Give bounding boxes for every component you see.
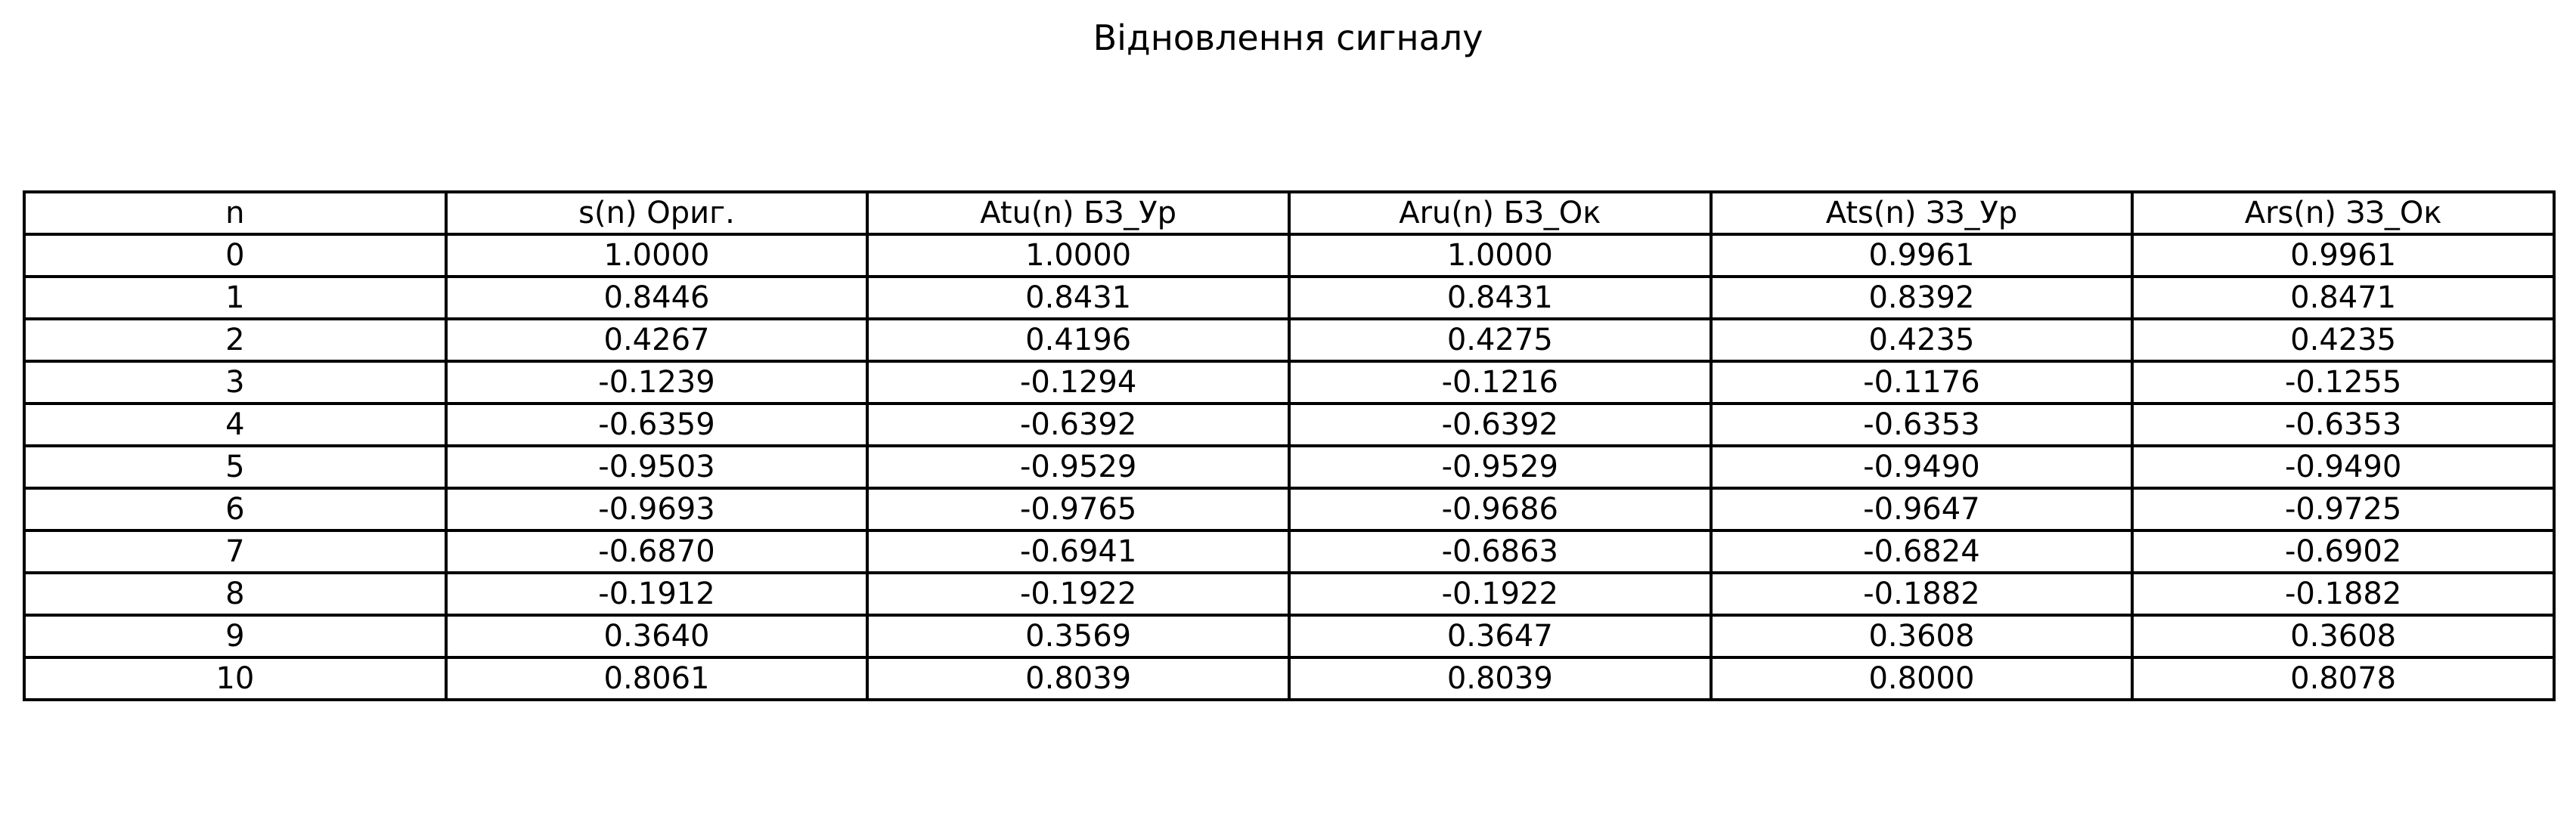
table-cell: 5: [23, 444, 448, 490]
table-row: 2 0.4267 0.4196 0.4275 0.4235 0.4235: [23, 317, 2556, 363]
column-header: s(n) Ориг.: [444, 190, 870, 236]
table-cell: 0.3640: [444, 614, 870, 659]
table-cell: 0.3647: [1287, 614, 1713, 659]
table-cell: -0.1239: [444, 360, 870, 405]
table-row: 0 1.0000 1.0000 1.0000 0.9961 0.9961: [23, 233, 2556, 278]
table-cell: -0.9490: [2131, 444, 2556, 490]
table-row: 8 -0.1912 -0.1922 -0.1922 -0.1882 -0.1882: [23, 571, 2556, 617]
table-cell: 0.9961: [2131, 233, 2556, 278]
table-cell: -0.1922: [1287, 571, 1713, 617]
column-header: Atu(n) БЗ_Ур: [866, 190, 1291, 236]
table-cell: 0.9961: [1709, 233, 2134, 278]
table-cell: 0.3608: [1709, 614, 2134, 659]
table-cell: 7: [23, 529, 448, 574]
table-cell: -0.9693: [444, 487, 870, 532]
table-row: 9 0.3640 0.3569 0.3647 0.3608 0.3608: [23, 614, 2556, 659]
table-cell: 6: [23, 487, 448, 532]
table-row: 5 -0.9503 -0.9529 -0.9529 -0.9490 -0.9490: [23, 444, 2556, 490]
table-cell: 0.8039: [1287, 656, 1713, 701]
table-cell: -0.6941: [866, 529, 1291, 574]
table-cell: 0.8431: [866, 275, 1291, 320]
table-cell: 0.3608: [2131, 614, 2556, 659]
table-cell: 0.8061: [444, 656, 870, 701]
table-cell: 0.8471: [2131, 275, 2556, 320]
table-cell: -0.9725: [2131, 487, 2556, 532]
data-table: n s(n) Ориг. Atu(n) БЗ_Ур Aru(n) БЗ_Ок Ats(n…: [23, 190, 2556, 701]
table-cell: -0.9529: [1287, 444, 1713, 490]
table-cell: 1: [23, 275, 448, 320]
column-header: n: [23, 190, 448, 236]
column-header: Ats(n) ЗЗ_Ур: [1709, 190, 2134, 236]
table-cell: 0.8446: [444, 275, 870, 320]
table-cell: -0.6359: [444, 402, 870, 447]
table-body: 0 1.0000 1.0000 1.0000 0.9961 0.9961 1 0.8446 0.…: [23, 233, 2556, 701]
table-cell: 8: [23, 571, 448, 617]
table-row: 4 -0.6359 -0.6392 -0.6392 -0.6353 -0.6353: [23, 402, 2556, 447]
table-cell: -0.9686: [1287, 487, 1713, 532]
table-cell: 0.4235: [1709, 317, 2134, 363]
header-row: n s(n) Ориг. Atu(n) БЗ_Ур Aru(n) БЗ_Ок Ats(n…: [23, 190, 2556, 236]
table-cell: -0.1882: [1709, 571, 2134, 617]
table-row: 6 -0.9693 -0.9765 -0.9686 -0.9647 -0.9725: [23, 487, 2556, 532]
table-cell: -0.6353: [1709, 402, 2134, 447]
table-cell: 2: [23, 317, 448, 363]
table-cell: 0.4275: [1287, 317, 1713, 363]
table-cell: 4: [23, 402, 448, 447]
table-cell: -0.1255: [2131, 360, 2556, 405]
table-cell: 3: [23, 360, 448, 405]
table-cell: -0.9647: [1709, 487, 2134, 532]
table-cell: -0.9490: [1709, 444, 2134, 490]
table-cell: -0.9529: [866, 444, 1291, 490]
table-cell: -0.1176: [1709, 360, 2134, 405]
table-cell: -0.6392: [1287, 402, 1713, 447]
table-cell: -0.1882: [2131, 571, 2556, 617]
table-cell: -0.1216: [1287, 360, 1713, 405]
table-row: 10 0.8061 0.8039 0.8039 0.8000 0.8078: [23, 656, 2556, 701]
table-cell: 1.0000: [444, 233, 870, 278]
table-cell: 0.4196: [866, 317, 1291, 363]
chart-title: Відновлення сигналу: [1093, 17, 1483, 58]
table-cell: 0.8431: [1287, 275, 1713, 320]
table-cell: 0.8039: [866, 656, 1291, 701]
column-header: Aru(n) БЗ_Ок: [1287, 190, 1713, 236]
table-cell: 0.8078: [2131, 656, 2556, 701]
table-cell: 9: [23, 614, 448, 659]
table-cell: -0.1294: [866, 360, 1291, 405]
table-cell: 0.8000: [1709, 656, 2134, 701]
table-cell: 1.0000: [1287, 233, 1713, 278]
table-cell: 10: [23, 656, 448, 701]
table-cell: -0.1922: [866, 571, 1291, 617]
table-cell: -0.6863: [1287, 529, 1713, 574]
table-row: 7 -0.6870 -0.6941 -0.6863 -0.6824 -0.6902: [23, 529, 2556, 574]
table-cell: 0.4235: [2131, 317, 2556, 363]
table-cell: -0.6902: [2131, 529, 2556, 574]
table-cell: -0.6870: [444, 529, 870, 574]
table-row: 1 0.8446 0.8431 0.8431 0.8392 0.8471: [23, 275, 2556, 320]
table-cell: 1.0000: [866, 233, 1291, 278]
table-cell: -0.6392: [866, 402, 1291, 447]
table-cell: 0.8392: [1709, 275, 2134, 320]
table-cell: 0: [23, 233, 448, 278]
table-header: n s(n) Ориг. Atu(n) БЗ_Ур Aru(n) БЗ_Ок Ats(n…: [23, 190, 2556, 236]
table-row: 3 -0.1239 -0.1294 -0.1216 -0.1176 -0.1255: [23, 360, 2556, 405]
column-header: Ars(n) ЗЗ_Ок: [2131, 190, 2556, 236]
table-cell: -0.6824: [1709, 529, 2134, 574]
table-cell: -0.9765: [866, 487, 1291, 532]
table-cell: -0.6353: [2131, 402, 2556, 447]
table-cell: -0.1912: [444, 571, 870, 617]
table-cell: 0.4267: [444, 317, 870, 363]
table-cell: 0.3569: [866, 614, 1291, 659]
table-cell: -0.9503: [444, 444, 870, 490]
